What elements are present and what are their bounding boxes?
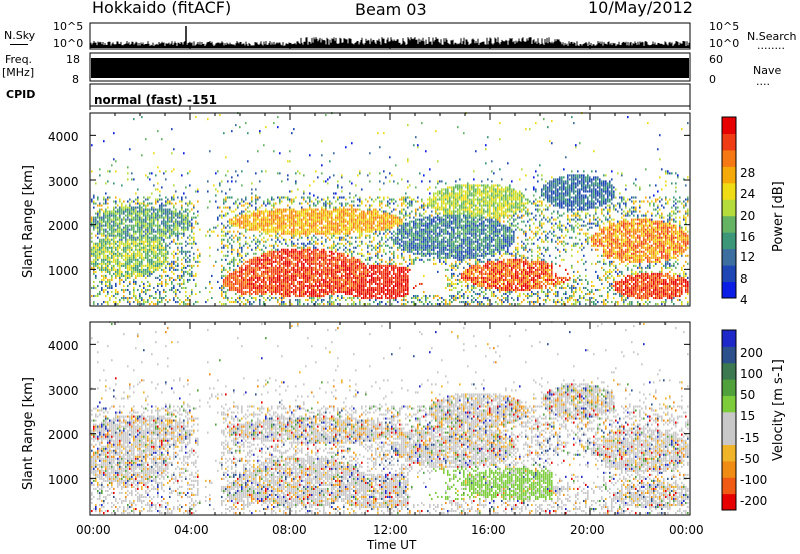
power-colorbar-swatch	[722, 183, 736, 200]
power-ytick-3000: 3000	[48, 176, 79, 188]
velocity-colorbar-swatch	[722, 330, 736, 347]
xtick-1200: 12:00	[373, 524, 408, 536]
velocity-colorbar-swatch	[722, 363, 736, 380]
velocity-colorbar-swatch	[722, 346, 736, 363]
power-colorbar-swatch	[722, 117, 736, 134]
freq-trace	[91, 58, 689, 78]
vel-ytick-1000: 1000	[48, 474, 79, 486]
power-heatmap	[91, 112, 689, 305]
power-cb-12: 12	[740, 251, 755, 263]
power-colorbar-swatch	[722, 133, 736, 150]
power-colorbar-swatch	[722, 166, 736, 183]
vel-cb-label: Velocity [m s-1]	[771, 359, 786, 461]
xlabel: Time UT	[367, 539, 416, 551]
rti-plot-canvas	[0, 0, 800, 554]
vel-cb-m200: -200	[740, 495, 767, 507]
vel-cb-50: 50	[740, 389, 755, 401]
power-colorbar-swatch	[722, 282, 736, 299]
xtick-0400: 04:00	[174, 524, 209, 536]
xtick-2000: 20:00	[570, 524, 605, 536]
power-cb-16: 16	[740, 231, 755, 243]
velocity-colorbar-swatch	[722, 379, 736, 396]
vel-cb-m50: -50	[740, 453, 760, 465]
power-cb-24: 24	[740, 188, 755, 200]
velocity-heatmap	[91, 321, 689, 514]
power-cb-label: Power [dB]	[771, 181, 786, 252]
velocity-colorbar-swatch	[722, 395, 736, 412]
xtick-0000: 00:00	[76, 524, 111, 536]
power-colorbar-swatch	[722, 249, 736, 266]
velocity-colorbar-swatch	[722, 477, 736, 494]
vel-ytick-4000: 4000	[48, 340, 79, 352]
power-colorbar-swatch	[722, 265, 736, 282]
velocity-colorbar-swatch	[722, 428, 736, 445]
power-ylabel: Slant Range [km]	[21, 165, 36, 278]
vel-ytick-3000: 3000	[48, 385, 79, 397]
xtick-2400: 00:00	[669, 524, 704, 536]
power-ytick-2000: 2000	[48, 220, 79, 232]
velocity-colorbar-swatch	[722, 412, 736, 429]
vel-cb-100: 100	[740, 368, 763, 380]
vel-ytick-2000: 2000	[48, 429, 79, 441]
vel-cb-m100: -100	[740, 474, 767, 486]
vel-cb-200: 200	[740, 347, 763, 359]
power-colorbar-swatch	[722, 216, 736, 233]
velocity-colorbar-swatch	[722, 494, 736, 511]
vel-cb-m15: -15	[740, 432, 760, 444]
power-cb-28: 28	[740, 167, 755, 179]
power-cb-4: 4	[740, 294, 748, 306]
vel-cb-15: 15	[740, 410, 755, 422]
xtick-1600: 16:00	[471, 524, 506, 536]
power-ytick-1000: 1000	[48, 265, 79, 277]
power-cb-20: 20	[740, 210, 755, 222]
xtick-0800: 08:00	[272, 524, 307, 536]
power-colorbar-swatch	[722, 232, 736, 249]
velocity-colorbar-swatch	[722, 461, 736, 478]
power-cb-8: 8	[740, 273, 748, 285]
vel-ylabel: Slant Range [km]	[21, 377, 36, 490]
velocity-colorbar-swatch	[722, 445, 736, 462]
cpid-panel-frame	[90, 84, 690, 106]
power-colorbar-swatch	[722, 150, 736, 167]
power-ytick-4000: 4000	[48, 131, 79, 143]
power-colorbar-swatch	[722, 199, 736, 216]
